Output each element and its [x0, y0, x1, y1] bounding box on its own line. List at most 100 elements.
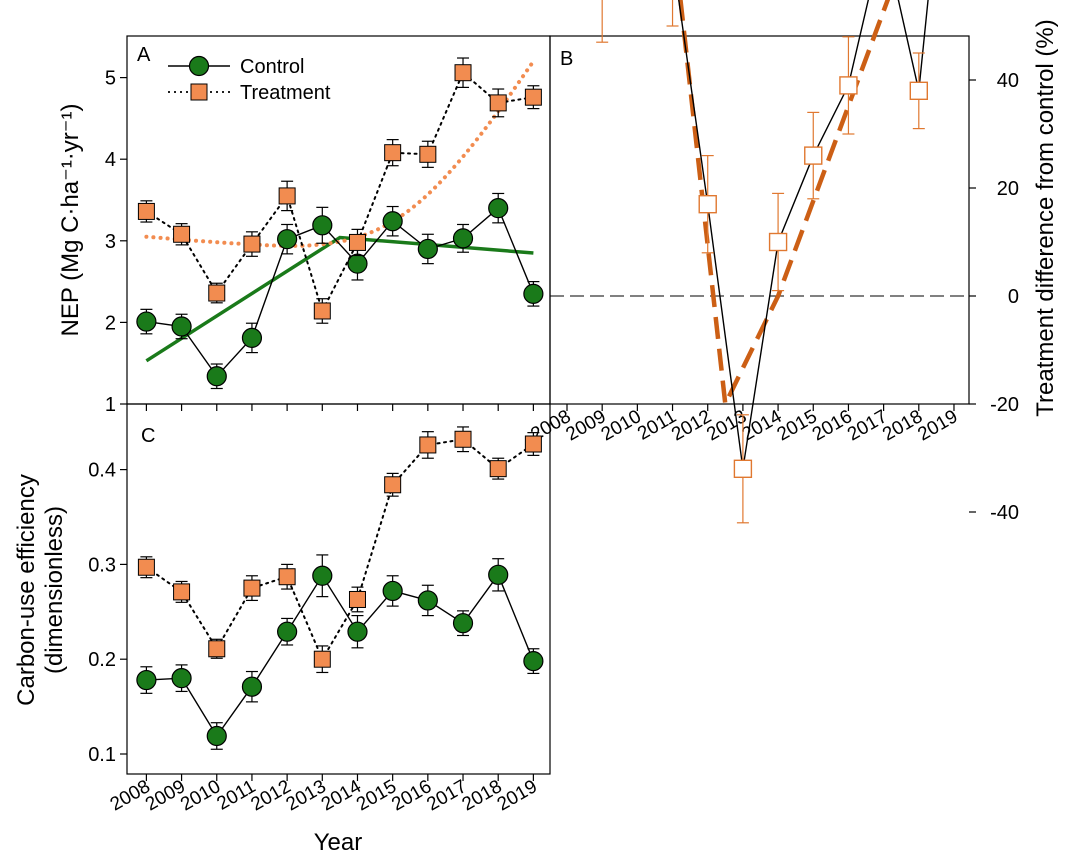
data-point-control: [136, 311, 157, 332]
y-tick-label: 1: [105, 394, 116, 416]
y-tick-label: 5: [105, 68, 116, 90]
y-tick-label: 2: [105, 312, 116, 334]
x-tick-label: 2019: [914, 406, 961, 445]
y-tick-label: 0: [1008, 286, 1019, 308]
x-axis-title: Year: [314, 829, 363, 855]
panel-a-frame: [126, 35, 551, 405]
data-point-treatment: [173, 583, 191, 601]
data-point-control: [206, 725, 227, 747]
data-point-control: [382, 211, 403, 232]
data-point-difference: [804, 146, 823, 165]
data-point-control: [171, 668, 192, 689]
data-point-difference: [698, 194, 717, 214]
data-point-treatment: [419, 436, 437, 454]
legend-control-label: Control: [240, 56, 304, 78]
data-point-control: [241, 327, 263, 349]
data-point-control: [417, 238, 438, 260]
legend: Control Treatment: [168, 55, 331, 104]
legend-treatment-marker: [190, 83, 208, 101]
legend-entry-treatment: Treatment: [168, 82, 331, 104]
trend-line-difference: [678, 0, 891, 412]
panel-a-ylabel: NEP (Mg C·ha⁻¹·yr⁻¹): [57, 104, 84, 337]
trend-line-control: [145, 235, 534, 363]
panel-b-letter: B: [560, 48, 573, 70]
y-tick-label: 4: [105, 149, 116, 171]
y-tick-label: 3: [105, 231, 116, 253]
series-line-control: [146, 573, 535, 738]
legend-control-marker: [188, 55, 210, 77]
panel-c-letter: C: [141, 425, 155, 447]
data-point-treatment: [278, 187, 296, 205]
data-point-control: [312, 565, 333, 586]
data-point-treatment: [524, 435, 542, 453]
data-point-difference: [909, 81, 928, 101]
data-point-control: [171, 316, 192, 337]
data-point-treatment: [243, 235, 261, 253]
data-point-treatment: [137, 202, 155, 220]
data-point-treatment: [489, 460, 507, 478]
data-point-control: [136, 669, 157, 691]
panel-a: 1 2 3 4 5 A NEP (Mg C·ha⁻¹·yr⁻¹) Control Tre…: [57, 35, 551, 416]
data-point-control: [417, 590, 438, 611]
data-point-control: [452, 228, 474, 249]
data-point-treatment: [489, 94, 507, 112]
panel-c-ylabel-line1: Carbon-use efficiency: [13, 474, 40, 706]
data-point-treatment: [278, 568, 296, 586]
data-point-control: [523, 650, 544, 672]
y-tick-label: 0.1: [88, 744, 116, 766]
series-line-control: [146, 207, 535, 378]
series-line-treatment: [145, 71, 535, 314]
legend-entry-control: Control: [168, 55, 304, 78]
x-tick-label: 2019: [494, 776, 541, 815]
data-point-treatment: [208, 284, 226, 302]
data-point-treatment: [524, 88, 542, 106]
panel-a-trends: [144, 59, 536, 363]
data-point-control: [241, 676, 263, 697]
data-point-control: [277, 229, 298, 250]
data-point-control: [277, 621, 298, 642]
panel-b-trends: [678, 0, 891, 412]
y-tick-label: -40: [990, 502, 1019, 524]
panel-b-ylabel: Treatment difference from control (%): [1032, 19, 1059, 416]
panel-b-frame: [549, 35, 970, 405]
data-point-treatment: [384, 476, 402, 494]
data-point-control: [312, 215, 333, 236]
y-tick-label: 40: [997, 70, 1019, 92]
data-point-treatment: [384, 144, 402, 162]
data-point-treatment: [348, 590, 366, 608]
data-point-control: [206, 366, 227, 387]
data-point-treatment: [137, 558, 155, 576]
y-tick-label: 0.4: [88, 460, 116, 482]
data-point-difference: [768, 232, 788, 252]
panel-c-series: [136, 426, 544, 750]
panel-a-letter: A: [137, 44, 151, 66]
data-point-treatment: [173, 225, 191, 243]
series-line-treatment: [145, 438, 535, 662]
y-tick-label: 20: [997, 178, 1019, 200]
data-point-control: [488, 198, 509, 219]
legend-treatment-label: Treatment: [240, 82, 331, 104]
panel-b: -40-200204060801001202008200920102011201…: [527, 0, 1059, 524]
data-point-treatment: [243, 579, 261, 597]
y-tick-label: 0.2: [88, 649, 116, 671]
data-point-control: [382, 580, 403, 602]
panel-b-series: [596, 0, 929, 524]
data-point-treatment: [313, 650, 331, 668]
data-point-control: [488, 564, 509, 585]
data-point-treatment: [419, 145, 437, 163]
data-point-treatment: [348, 233, 366, 251]
data-point-treatment: [454, 64, 472, 82]
panel-c-frame: [126, 403, 551, 775]
data-point-control: [452, 613, 474, 634]
panel-b-axes: -40-200204060801001202008200920102011201…: [527, 70, 1019, 524]
data-point-control: [523, 283, 544, 304]
panel-a-series: [136, 57, 544, 390]
data-point-difference: [839, 76, 858, 95]
data-point-treatment: [313, 302, 331, 320]
data-point-treatment: [454, 430, 472, 448]
data-point-treatment: [208, 640, 226, 658]
panel-c: 0.10.20.30.42008200920102011201220132014…: [13, 403, 551, 855]
panel-a-axes: 1 2 3 4 5: [105, 68, 534, 416]
data-point-control: [347, 621, 368, 642]
